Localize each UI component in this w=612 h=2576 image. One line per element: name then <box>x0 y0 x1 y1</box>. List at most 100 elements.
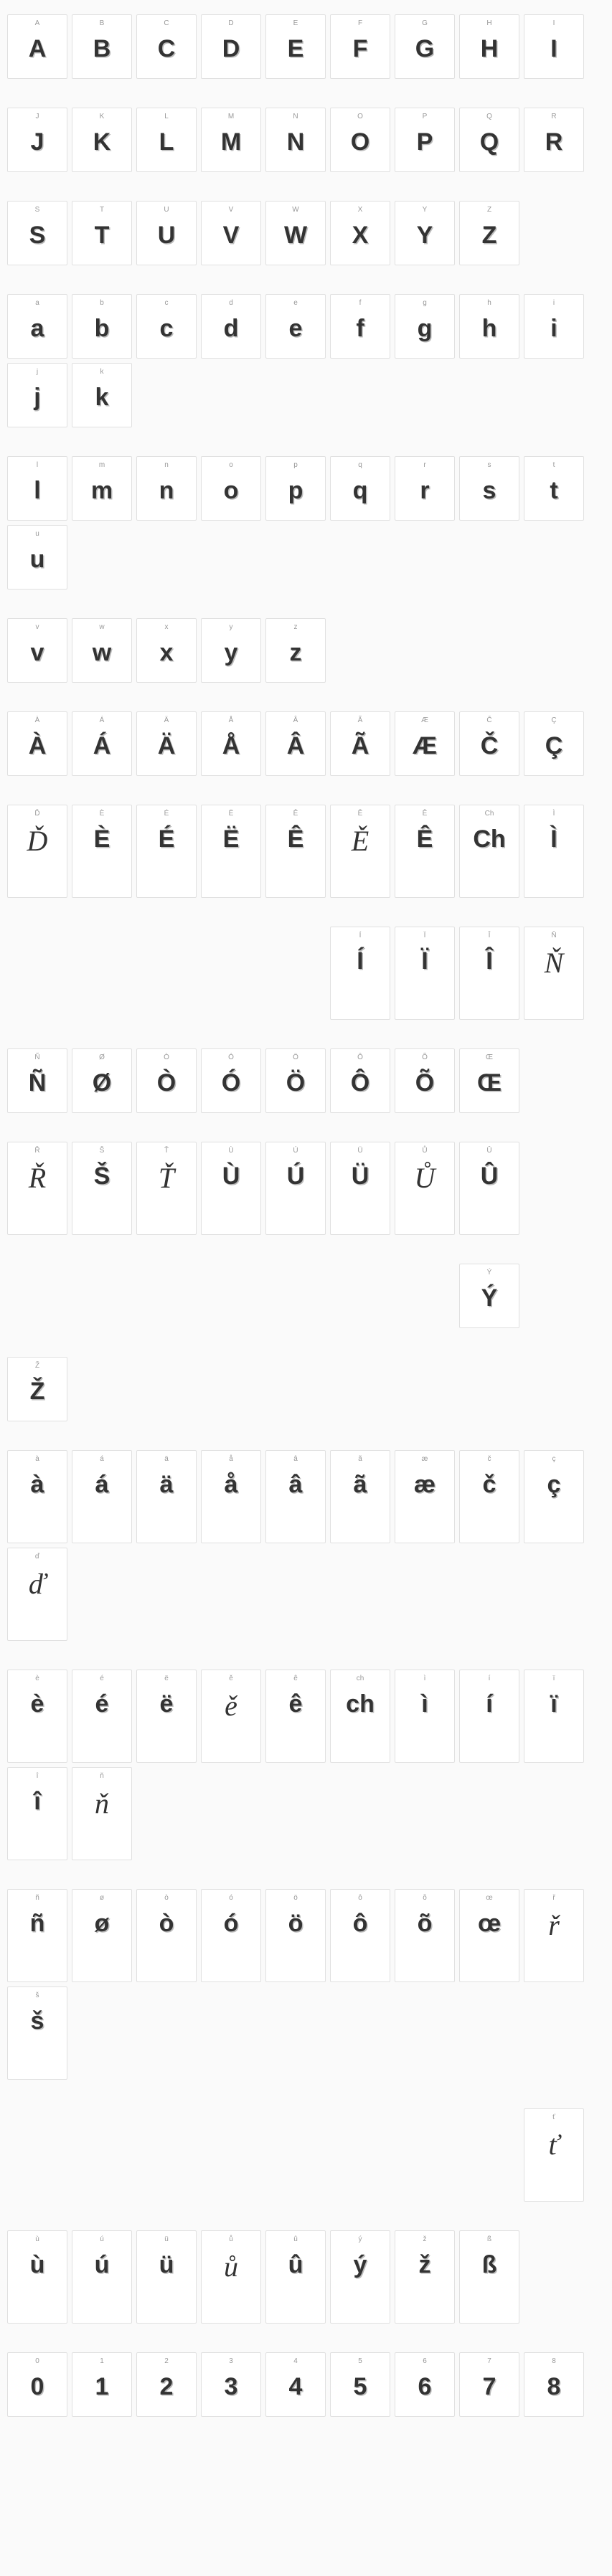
glyph-cell[interactable]: îî <box>7 1767 67 1860</box>
glyph-cell[interactable]: êê <box>265 1670 326 1763</box>
glyph-cell[interactable]: øø <box>72 1889 132 1982</box>
glyph-cell[interactable]: FF <box>330 14 390 79</box>
glyph-cell[interactable]: ZZ <box>459 201 519 265</box>
glyph-cell[interactable]: ňň <box>72 1767 132 1860</box>
glyph-cell[interactable]: ÍÍ <box>330 927 390 1020</box>
glyph-cell[interactable]: nn <box>136 456 197 521</box>
glyph-cell[interactable]: 77 <box>459 2352 519 2417</box>
glyph-cell[interactable]: XX <box>330 201 390 265</box>
glyph-cell[interactable]: JJ <box>7 108 67 172</box>
glyph-cell[interactable]: ÒÒ <box>136 1048 197 1113</box>
glyph-cell[interactable]: ŠŠ <box>72 1142 132 1235</box>
glyph-cell[interactable]: ÛÛ <box>459 1142 519 1235</box>
glyph-cell[interactable]: ChCh <box>459 805 519 898</box>
glyph-cell[interactable]: ŮŮ <box>395 1142 455 1235</box>
glyph-cell[interactable]: œœ <box>459 1889 519 1982</box>
glyph-cell[interactable]: ŒŒ <box>459 1048 519 1113</box>
glyph-cell[interactable]: ùù <box>7 2230 67 2324</box>
glyph-cell[interactable]: EE <box>265 14 326 79</box>
glyph-cell[interactable]: ÏÏ <box>395 927 455 1020</box>
glyph-cell[interactable]: oo <box>201 456 261 521</box>
glyph-cell[interactable]: zz <box>265 618 326 683</box>
glyph-cell[interactable]: ßß <box>459 2230 519 2324</box>
glyph-cell[interactable]: ll <box>7 456 67 521</box>
glyph-cell[interactable]: jj <box>7 363 67 427</box>
glyph-cell[interactable]: ÊÊ <box>265 805 326 898</box>
glyph-cell[interactable]: ÓÓ <box>201 1048 261 1113</box>
glyph-cell[interactable]: ïï <box>524 1670 584 1763</box>
glyph-cell[interactable]: ÕÕ <box>395 1048 455 1113</box>
glyph-cell[interactable]: MM <box>201 108 261 172</box>
glyph-cell[interactable]: ww <box>72 618 132 683</box>
glyph-cell[interactable]: ee <box>265 294 326 359</box>
glyph-cell[interactable]: dd <box>201 294 261 359</box>
glyph-cell[interactable]: ææ <box>395 1450 455 1543</box>
glyph-cell[interactable]: ËË <box>201 805 261 898</box>
glyph-cell[interactable]: ii <box>524 294 584 359</box>
glyph-cell[interactable]: žž <box>395 2230 455 2324</box>
glyph-cell[interactable]: 88 <box>524 2352 584 2417</box>
glyph-cell[interactable]: ÊÊ <box>395 805 455 898</box>
glyph-cell[interactable]: PP <box>395 108 455 172</box>
glyph-cell[interactable]: GG <box>395 14 455 79</box>
glyph-cell[interactable]: ÔÔ <box>330 1048 390 1113</box>
glyph-cell[interactable]: áá <box>72 1450 132 1543</box>
glyph-cell[interactable]: ss <box>459 456 519 521</box>
glyph-cell[interactable]: QQ <box>459 108 519 172</box>
glyph-cell[interactable]: kk <box>72 363 132 427</box>
glyph-cell[interactable]: ÆÆ <box>395 711 455 776</box>
glyph-cell[interactable]: ÜÜ <box>330 1142 390 1235</box>
glyph-cell[interactable]: ĚĚ <box>330 805 390 898</box>
glyph-cell[interactable]: åå <box>201 1450 261 1543</box>
glyph-cell[interactable]: ďď <box>7 1548 67 1641</box>
glyph-cell[interactable]: vv <box>7 618 67 683</box>
glyph-cell[interactable]: II <box>524 14 584 79</box>
glyph-cell[interactable]: TT <box>72 201 132 265</box>
glyph-cell[interactable]: ØØ <box>72 1048 132 1113</box>
glyph-cell[interactable]: řř <box>524 1889 584 1982</box>
glyph-cell[interactable]: ÄÄ <box>136 711 197 776</box>
glyph-cell[interactable]: üü <box>136 2230 197 2324</box>
glyph-cell[interactable]: 44 <box>265 2352 326 2417</box>
glyph-cell[interactable]: 66 <box>395 2352 455 2417</box>
glyph-cell[interactable]: YY <box>395 201 455 265</box>
glyph-cell[interactable]: ÚÚ <box>265 1142 326 1235</box>
glyph-cell[interactable]: AA <box>7 14 67 79</box>
glyph-cell[interactable]: èè <box>7 1670 67 1763</box>
glyph-cell[interactable]: ÀÀ <box>7 711 67 776</box>
glyph-cell[interactable]: ŤŤ <box>136 1142 197 1235</box>
glyph-cell[interactable]: qq <box>330 456 390 521</box>
glyph-cell[interactable]: ää <box>136 1450 197 1543</box>
glyph-cell[interactable]: õõ <box>395 1889 455 1982</box>
glyph-cell[interactable]: ÖÖ <box>265 1048 326 1113</box>
glyph-cell[interactable]: bb <box>72 294 132 359</box>
glyph-cell[interactable]: BB <box>72 14 132 79</box>
glyph-cell[interactable]: ff <box>330 294 390 359</box>
glyph-cell[interactable]: öö <box>265 1889 326 1982</box>
glyph-cell[interactable]: rr <box>395 456 455 521</box>
glyph-cell[interactable]: 33 <box>201 2352 261 2417</box>
glyph-cell[interactable]: CC <box>136 14 197 79</box>
glyph-cell[interactable]: mm <box>72 456 132 521</box>
glyph-cell[interactable]: ÎÎ <box>459 927 519 1020</box>
glyph-cell[interactable]: éé <box>72 1670 132 1763</box>
glyph-cell[interactable]: 11 <box>72 2352 132 2417</box>
glyph-cell[interactable]: LL <box>136 108 197 172</box>
glyph-cell[interactable]: VV <box>201 201 261 265</box>
glyph-cell[interactable]: ÅÅ <box>201 711 261 776</box>
glyph-cell[interactable]: hh <box>459 294 519 359</box>
glyph-cell[interactable]: cc <box>136 294 197 359</box>
glyph-cell[interactable]: DD <box>201 14 261 79</box>
glyph-cell[interactable]: òò <box>136 1889 197 1982</box>
glyph-cell[interactable]: SS <box>7 201 67 265</box>
glyph-cell[interactable]: ëë <box>136 1670 197 1763</box>
glyph-cell[interactable]: KK <box>72 108 132 172</box>
glyph-cell[interactable]: NN <box>265 108 326 172</box>
glyph-cell[interactable]: ýý <box>330 2230 390 2324</box>
glyph-cell[interactable]: ŇŇ <box>524 927 584 1020</box>
glyph-cell[interactable]: íí <box>459 1670 519 1763</box>
glyph-cell[interactable]: ûû <box>265 2230 326 2324</box>
glyph-cell[interactable]: ãã <box>330 1450 390 1543</box>
glyph-cell[interactable]: šš <box>7 1987 67 2080</box>
glyph-cell[interactable]: ŽŽ <box>7 1357 67 1421</box>
